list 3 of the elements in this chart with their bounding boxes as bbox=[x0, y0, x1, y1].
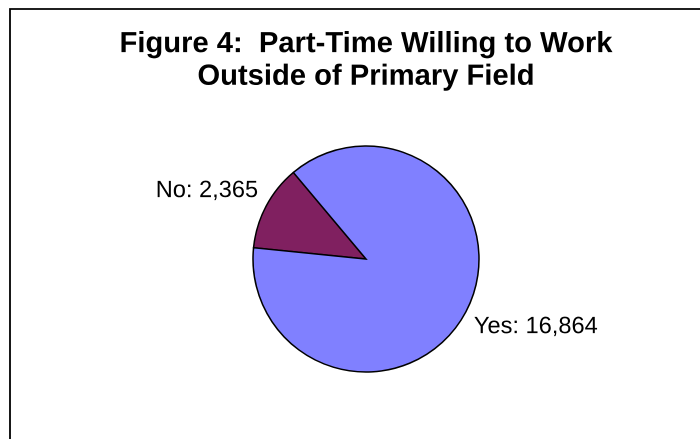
chart-title: Figure 4: Part-Time Willing to Work Outside of Primary Field bbox=[121, 31, 613, 91]
slice-label: Yes: 16,864 bbox=[474, 316, 598, 336]
slice-label: No: 2,365 bbox=[158, 180, 258, 200]
